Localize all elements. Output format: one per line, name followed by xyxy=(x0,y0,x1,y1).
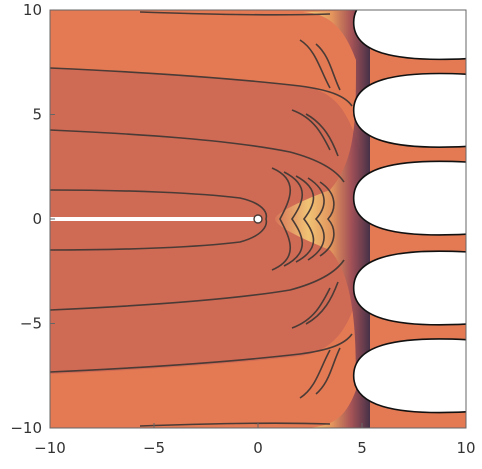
excluded-lobe xyxy=(352,72,466,148)
contour-line xyxy=(50,129,345,183)
excluded-lobe xyxy=(352,338,466,414)
y-axis: −10 −5 0 5 10 xyxy=(10,1,55,437)
excluded-lobe xyxy=(352,160,466,236)
excluded-lobe xyxy=(352,250,466,326)
contour-line xyxy=(291,287,331,329)
y-tick-label: 10 xyxy=(23,1,42,19)
contour-line xyxy=(315,43,341,91)
contour-line xyxy=(271,167,291,271)
contour-line xyxy=(315,347,341,395)
x-tick-label: 0 xyxy=(253,439,263,457)
contour-line xyxy=(299,349,331,399)
contour-line xyxy=(291,109,331,151)
x-tick-label: −5 xyxy=(143,439,165,457)
y-tick-label: −10 xyxy=(10,419,42,437)
y-tick-label: −5 xyxy=(20,315,42,333)
excluded-lobe xyxy=(352,10,466,61)
x-axis: −10 −5 0 5 10 xyxy=(34,423,476,457)
x-tick-label: 10 xyxy=(456,439,475,457)
contour-line xyxy=(305,281,339,325)
x-tick-label: 5 xyxy=(357,439,367,457)
contour-line xyxy=(319,181,335,257)
x-tick-label: −10 xyxy=(34,439,66,457)
y-tick-label: 5 xyxy=(32,106,42,124)
contour-line xyxy=(295,175,315,263)
contour-line xyxy=(50,67,353,107)
contour-line xyxy=(305,113,339,157)
contour-line xyxy=(139,11,331,16)
contour-line xyxy=(50,189,268,251)
contour-line xyxy=(307,177,325,261)
contour-line xyxy=(139,422,331,427)
hot-band xyxy=(275,10,370,428)
contour-line xyxy=(299,39,331,89)
contour-line xyxy=(50,333,353,373)
y-tick-label: 0 xyxy=(32,210,42,228)
contour-line xyxy=(50,259,345,311)
contour-line xyxy=(283,171,303,267)
singular-point xyxy=(253,214,263,224)
